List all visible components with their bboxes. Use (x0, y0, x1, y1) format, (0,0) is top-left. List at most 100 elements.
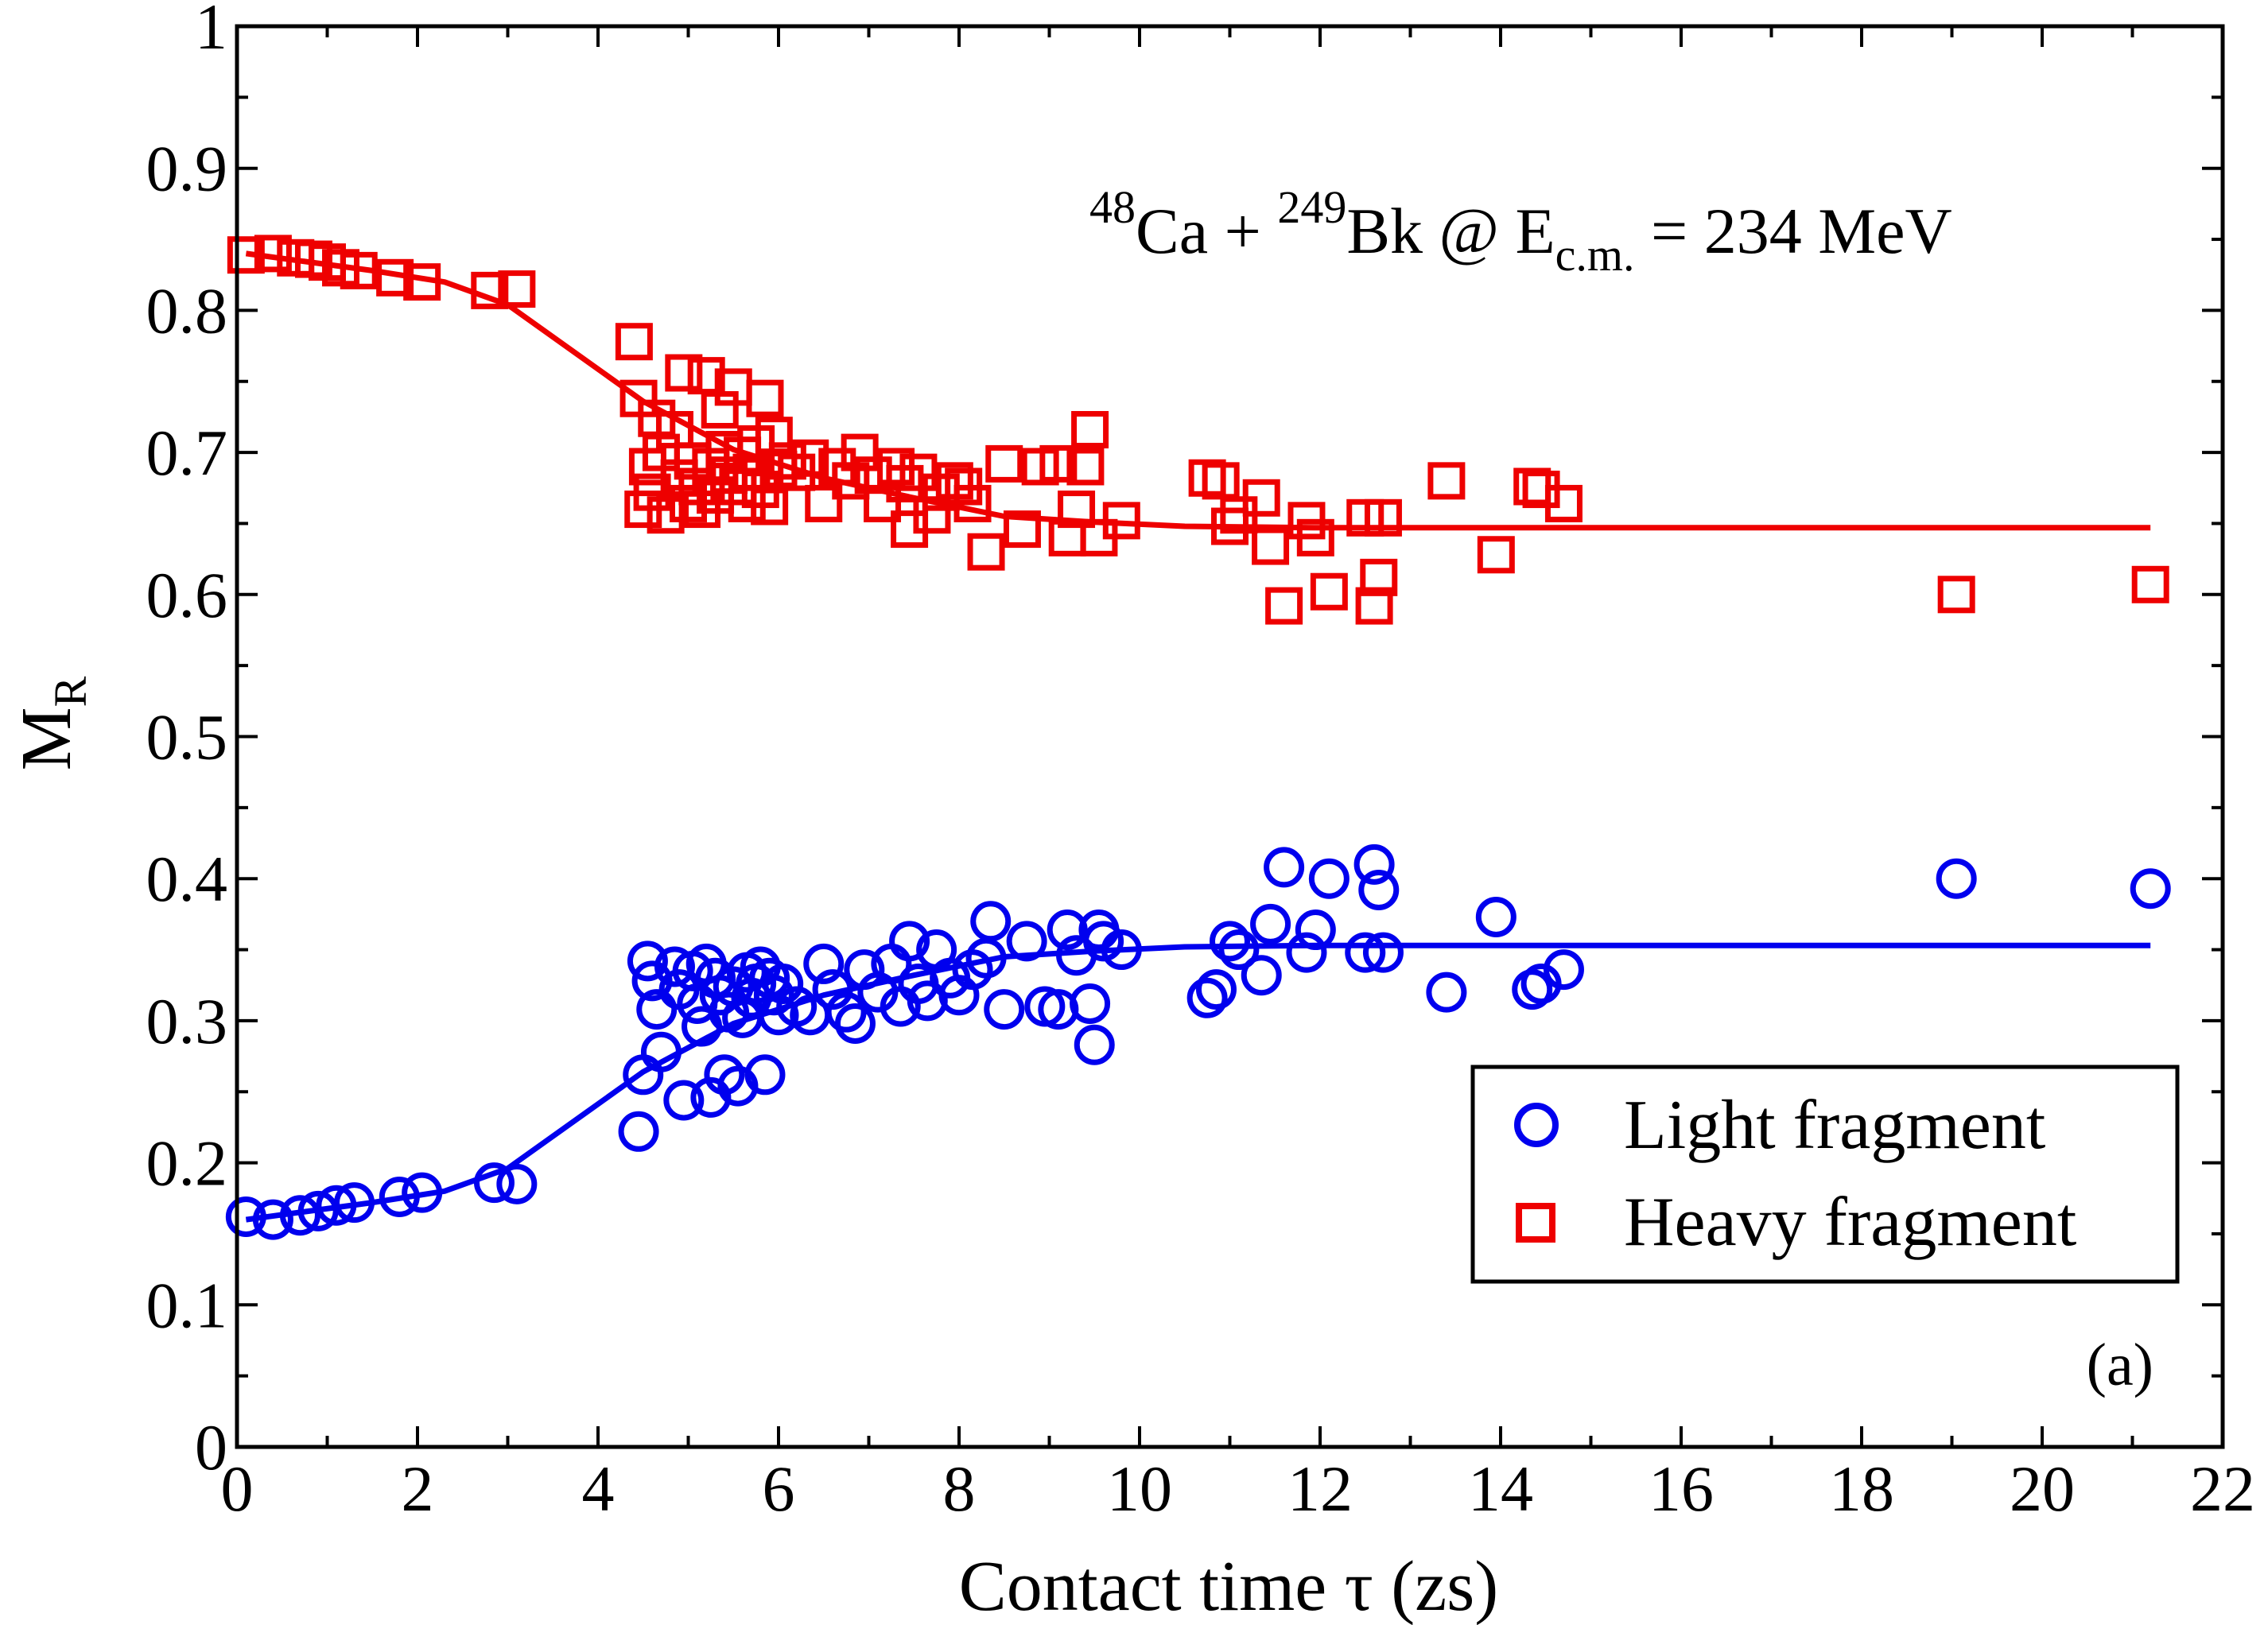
y-axis-label: MR (7, 676, 96, 770)
data-point (753, 975, 794, 1016)
data-point (1186, 977, 1228, 1018)
data-point (1047, 909, 1088, 951)
data-point (627, 940, 668, 982)
data-point (1310, 572, 1348, 611)
data-point (967, 533, 1005, 571)
reaction-annotation: 48Ca + 249Bk @ Ec.m. = 234 MeV (1089, 181, 1952, 281)
data-point (1362, 932, 1404, 973)
legend-light-marker (1514, 1103, 1559, 1147)
data-point (1427, 462, 1466, 500)
annot-bk: Bk @ E (1346, 195, 1555, 267)
data-point (340, 251, 378, 289)
plot-frame (235, 24, 2225, 1449)
y-axis-tick-labels: 0 0.1 0.2 0.3 0.4 0.5 0.6 0.7 0.8 0.9 1 (146, 0, 228, 1483)
data-point (225, 1196, 266, 1238)
data-point (1210, 921, 1250, 962)
data-point (1475, 896, 1517, 937)
data-point (227, 236, 265, 274)
data-point (654, 946, 695, 987)
panel-label: (a) (2087, 1332, 2153, 1398)
data-point (379, 1176, 420, 1217)
data-point (1265, 587, 1303, 625)
x-tick-label: 8 (943, 1452, 976, 1525)
data-point (805, 484, 843, 522)
data-point (899, 453, 938, 491)
y-axis-label-subscript: R (45, 676, 96, 707)
data-point (252, 1199, 293, 1240)
data-point (1295, 909, 1336, 951)
data-point (376, 258, 414, 297)
data-point (498, 270, 536, 308)
data-point (1071, 411, 1109, 449)
x-tick-label: 20 (2010, 1452, 2075, 1525)
data-point (803, 943, 845, 984)
y-tick-label: 0.1 (146, 1269, 228, 1341)
x-tick-label: 10 (1107, 1452, 1172, 1525)
data-point (1250, 903, 1291, 944)
y-tick-label: 0.7 (146, 417, 228, 489)
data-point (647, 496, 685, 534)
annot-sup-249: 249 (1277, 181, 1346, 233)
data-point (1264, 847, 1305, 888)
x-tick-label: 2 (402, 1452, 434, 1525)
data-point (254, 235, 292, 273)
y-tick-label: 0.4 (146, 843, 228, 915)
legend-heavy-label: Heavy fragment (1624, 1184, 2076, 1261)
legend-box (1470, 1065, 2180, 1284)
data-point (2131, 565, 2169, 603)
data-point (316, 1185, 357, 1226)
data-point (1308, 858, 1350, 899)
x-tick-label: 12 (1287, 1452, 1353, 1525)
y-tick-label: 0 (195, 1411, 227, 1483)
annot-energy: = 234 MeV (1635, 195, 1952, 267)
data-point (1242, 479, 1280, 517)
x-tick-label: 4 (582, 1452, 615, 1525)
data-point (403, 263, 441, 301)
data-point (889, 921, 930, 962)
legend-heavy-marker (1516, 1203, 1555, 1243)
data-point (1355, 587, 1393, 625)
x-tick-label: 6 (763, 1452, 795, 1525)
data-point (832, 462, 870, 500)
data-point (334, 1182, 375, 1224)
data-point (913, 496, 951, 534)
x-tick-label: 0 (221, 1452, 254, 1525)
data-point (970, 901, 1012, 942)
data-point (744, 1054, 786, 1096)
data-point (1218, 929, 1260, 971)
data-point (746, 379, 784, 417)
data-point (618, 1111, 659, 1152)
x-tick-label: 14 (1468, 1452, 1533, 1525)
data-point (1039, 444, 1078, 483)
data-point (812, 969, 853, 1010)
data-point (615, 323, 653, 361)
data-point (1003, 510, 1041, 549)
legend: Light fragment Heavy fragment (1470, 1065, 2180, 1284)
series-light-fragment (225, 844, 2171, 1240)
annot-sub-cm: c.m. (1555, 229, 1635, 281)
x-axis-tick-labels: 0 2 4 6 8 10 12 14 16 18 20 22 (221, 1452, 2256, 1525)
data-point (791, 439, 829, 477)
data-point (1074, 1024, 1115, 1065)
data-point (1070, 983, 1111, 1024)
y-axis-label-base: M (7, 707, 86, 770)
data-point (844, 949, 885, 991)
data-point (1058, 491, 1096, 529)
data-point (1360, 558, 1398, 596)
data-point (297, 1190, 339, 1231)
data-point (279, 1195, 320, 1236)
data-point (834, 1003, 876, 1044)
data-point (1286, 932, 1327, 973)
data-point (1345, 932, 1386, 973)
data-point (1296, 518, 1334, 557)
legend-light-label: Light fragment (1624, 1087, 2045, 1164)
data-point (2130, 868, 2171, 909)
data-point (864, 484, 902, 522)
data-point (1241, 955, 1282, 996)
data-point (1101, 929, 1142, 971)
x-tick-label: 18 (1829, 1452, 1894, 1525)
data-point (1195, 969, 1237, 1010)
x-axis-label: Contact time τ (zs) (959, 1547, 1498, 1625)
data-point (496, 1163, 538, 1204)
